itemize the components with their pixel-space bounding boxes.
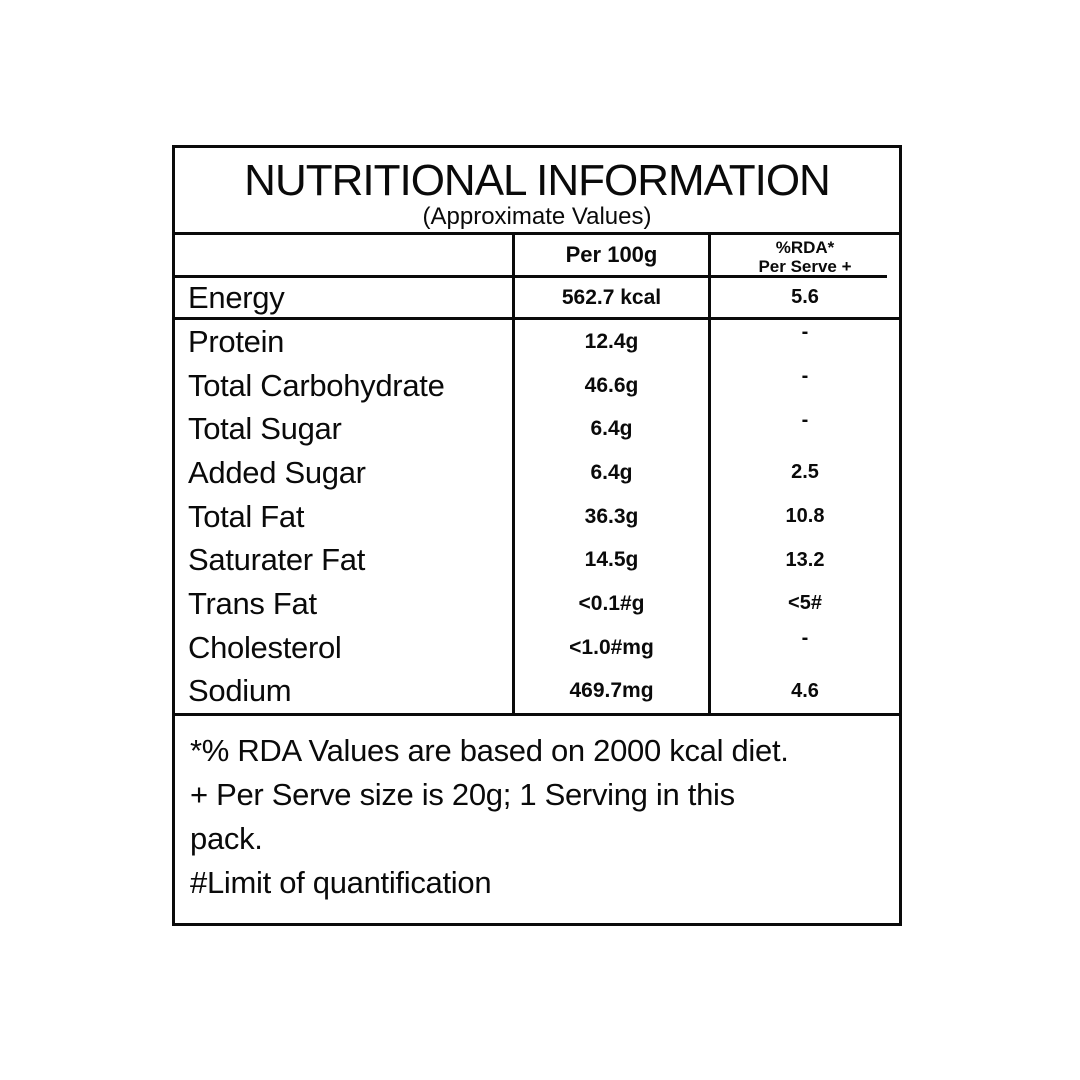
nutrient-name: Cholesterol: [188, 629, 342, 665]
rda-value: 10.8: [708, 494, 899, 539]
table-row: Cholesterol <1.0#mg -: [175, 625, 899, 670]
nutrient-name: Sodium: [188, 673, 292, 709]
rda-value-text: -: [801, 365, 809, 387]
per-100g-value-text: <0.1#g: [578, 591, 645, 615]
rda-value-text: -: [801, 627, 809, 650]
per-100g-value-text: 12.4g: [584, 329, 639, 353]
per-100g-value-text: <1.0#mg: [569, 635, 654, 659]
per-100g-value: 36.3g: [512, 494, 708, 539]
table-title: NUTRITIONAL INFORMATION: [244, 155, 831, 205]
nutrient-name: Saturater Fat: [188, 542, 366, 578]
table-row: Added Sugar 6.4g 2.5: [175, 451, 899, 495]
rda-value-text: 2.5: [791, 461, 819, 484]
nutrient-name: Trans Fat: [188, 585, 317, 621]
table-subtitle: (Approximate Values): [422, 202, 652, 230]
footnote-rda-basis: *% RDA Values are based on 2000 kcal die…: [190, 733, 789, 768]
rda-header-line1: %RDA*: [775, 237, 835, 257]
nutrient-name: Added Sugar: [188, 454, 366, 490]
rda-value: 13.2: [708, 538, 899, 583]
rda-value: 5.6: [708, 278, 899, 317]
rda-value-text: 13.2: [785, 548, 825, 571]
per-100g-value: 14.5g: [512, 538, 708, 583]
rda-value-text: 10.8: [785, 505, 825, 528]
column-header-rda: %RDA* Per Serve +: [708, 235, 899, 278]
rda-value-text: 4.6: [791, 679, 819, 702]
nutrient-name: Total Sugar: [188, 411, 342, 447]
per-100g-value: 12.4g: [512, 320, 708, 364]
per-100g-value: <0.1#g: [512, 582, 708, 626]
table-row: Trans Fat <0.1#g <5#: [175, 582, 899, 626]
rda-value: -: [708, 407, 899, 452]
per-100g-value-text: 6.4g: [590, 417, 633, 441]
rda-value-text: -: [801, 408, 809, 431]
table-row: Sodium 469.7mg 4.6: [175, 669, 899, 714]
nutrient-name: Total Carbohydrate: [188, 367, 445, 403]
per-100g-value-text: 36.3g: [584, 504, 639, 528]
nutrient-name: Energy: [188, 279, 285, 315]
per-100g-value: 6.4g: [512, 451, 708, 495]
rda-value-text: -: [801, 321, 809, 344]
column-header-per-100g: Per 100g: [512, 235, 708, 278]
rda-value: -: [708, 625, 899, 670]
per-100g-value: 46.6g: [512, 363, 708, 408]
rda-value: <5#: [708, 582, 899, 626]
table-row: Total Sugar 6.4g -: [175, 407, 899, 452]
rda-header-line2: Per Serve +: [758, 256, 852, 276]
nutrient-name: Total Fat: [188, 498, 305, 534]
column-header-row: Per 100g %RDA* Per Serve +: [175, 235, 899, 278]
table-row: Protein 12.4g -: [175, 320, 899, 364]
energy-row: Energy 562.7 kcal 5.6: [175, 278, 899, 320]
per-100g-value-text: 562.7 kcal: [561, 285, 662, 309]
table-row: Total Fat 36.3g 10.8: [175, 494, 899, 539]
nutrition-table: NUTRITIONAL INFORMATION (Approximate Val…: [172, 145, 902, 926]
rda-value: 4.6: [708, 669, 899, 714]
rda-value-text: 5.6: [791, 286, 819, 308]
per-100g-value: <1.0#mg: [512, 625, 708, 670]
per-100g-value-text: 6.4g: [590, 460, 633, 484]
rda-value: 2.5: [708, 451, 899, 495]
table-row: Saturater Fat 14.5g 13.2: [175, 538, 899, 583]
rda-value: -: [708, 363, 899, 408]
footnote-limit-of-quantification: #Limit of quantification: [190, 865, 492, 900]
table-row: Total Carbohydrate 46.6g -: [175, 363, 899, 408]
per-100g-value-text: 14.5g: [584, 548, 639, 572]
nutrient-name: Protein: [188, 323, 285, 359]
title-block: NUTRITIONAL INFORMATION (Approximate Val…: [175, 148, 899, 235]
rda-value-text: <5#: [788, 592, 822, 615]
rda-value: -: [708, 320, 899, 364]
footnote-serve-size: + Per Serve size is 20g; 1 Serving in th…: [190, 777, 735, 856]
per-100g-value-text: 46.6g: [584, 373, 639, 397]
per-100g-value: 6.4g: [512, 407, 708, 452]
per-100g-value-text: 469.7mg: [569, 679, 654, 703]
per-100g-value: 469.7mg: [512, 669, 708, 714]
footnotes-block: *% RDA Values are based on 2000 kcal die…: [175, 716, 899, 923]
per-100g-value: 562.7 kcal: [512, 278, 708, 317]
column-header-nutrient-empty: [175, 235, 512, 278]
nutrient-rows: Protein 12.4g - Total Carbohydrate 46.6g…: [175, 320, 899, 716]
